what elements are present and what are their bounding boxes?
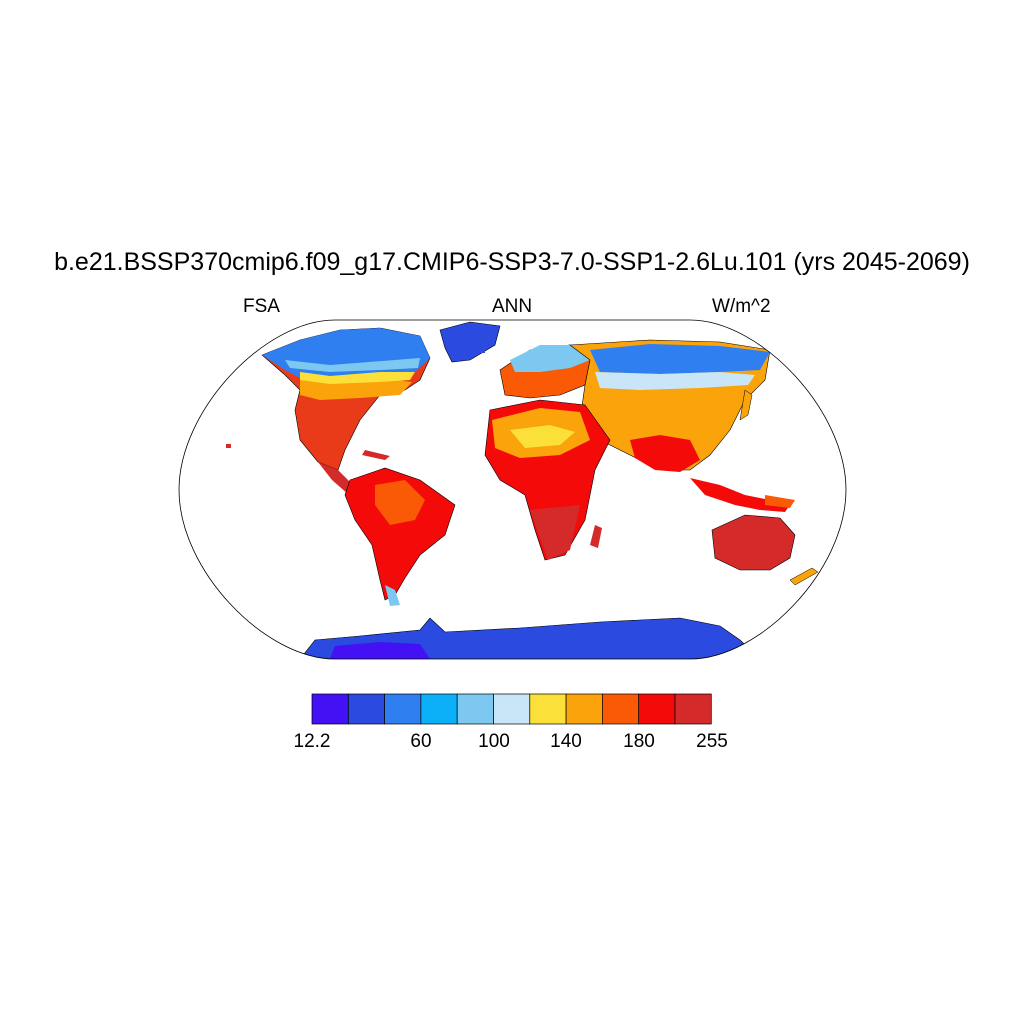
colorbar-box bbox=[311, 693, 349, 725]
new-zealand bbox=[789, 567, 819, 586]
units-label: W/m^2 bbox=[712, 296, 771, 317]
madagascar bbox=[590, 525, 602, 548]
map-title: b.e21.BSSP370cmip6.f09_g17.CMIP6-SSP3-7.… bbox=[54, 248, 970, 276]
southern-africa bbox=[530, 505, 580, 560]
north-america-band bbox=[300, 372, 415, 384]
colorbar-tick-label: 12.2 bbox=[293, 731, 331, 752]
siberia-cold bbox=[590, 344, 770, 374]
colorbar-box bbox=[638, 693, 676, 725]
colorbar-box bbox=[347, 693, 385, 725]
colorbar-box bbox=[674, 693, 712, 725]
patagonia bbox=[385, 585, 400, 606]
colorbar-box bbox=[384, 693, 422, 725]
colorbar-tick-label: 100 bbox=[478, 731, 510, 752]
colorbar-box bbox=[493, 693, 531, 725]
colorbar-tick-label: 140 bbox=[550, 731, 582, 752]
antarctica-west bbox=[330, 642, 430, 659]
hawaii bbox=[226, 444, 231, 448]
siberia-band bbox=[595, 372, 755, 390]
colorbar-box bbox=[602, 693, 640, 725]
colorbar-box bbox=[565, 693, 603, 725]
colorbar-box bbox=[529, 693, 567, 725]
map-boundary bbox=[178, 319, 847, 660]
south-america-core bbox=[375, 480, 425, 525]
south-america bbox=[344, 467, 456, 601]
europe-north bbox=[510, 345, 590, 372]
colorbar-tick-label: 255 bbox=[696, 731, 728, 752]
north-america-cool bbox=[285, 358, 420, 372]
caribbean bbox=[362, 450, 390, 460]
colorbar-tick-label: 180 bbox=[623, 731, 655, 752]
iceland bbox=[477, 348, 485, 353]
variable-label: FSA bbox=[243, 296, 280, 317]
asia-south bbox=[630, 435, 700, 472]
colorbar-tick-label: 60 bbox=[410, 731, 432, 752]
sahara-bright bbox=[510, 425, 575, 448]
japan bbox=[739, 389, 753, 421]
central-america bbox=[318, 462, 356, 494]
colorbar-box bbox=[420, 693, 458, 725]
colorbar-box bbox=[456, 693, 494, 725]
australia bbox=[711, 514, 796, 571]
new-guinea bbox=[765, 495, 795, 508]
season-label: ANN bbox=[491, 296, 533, 317]
